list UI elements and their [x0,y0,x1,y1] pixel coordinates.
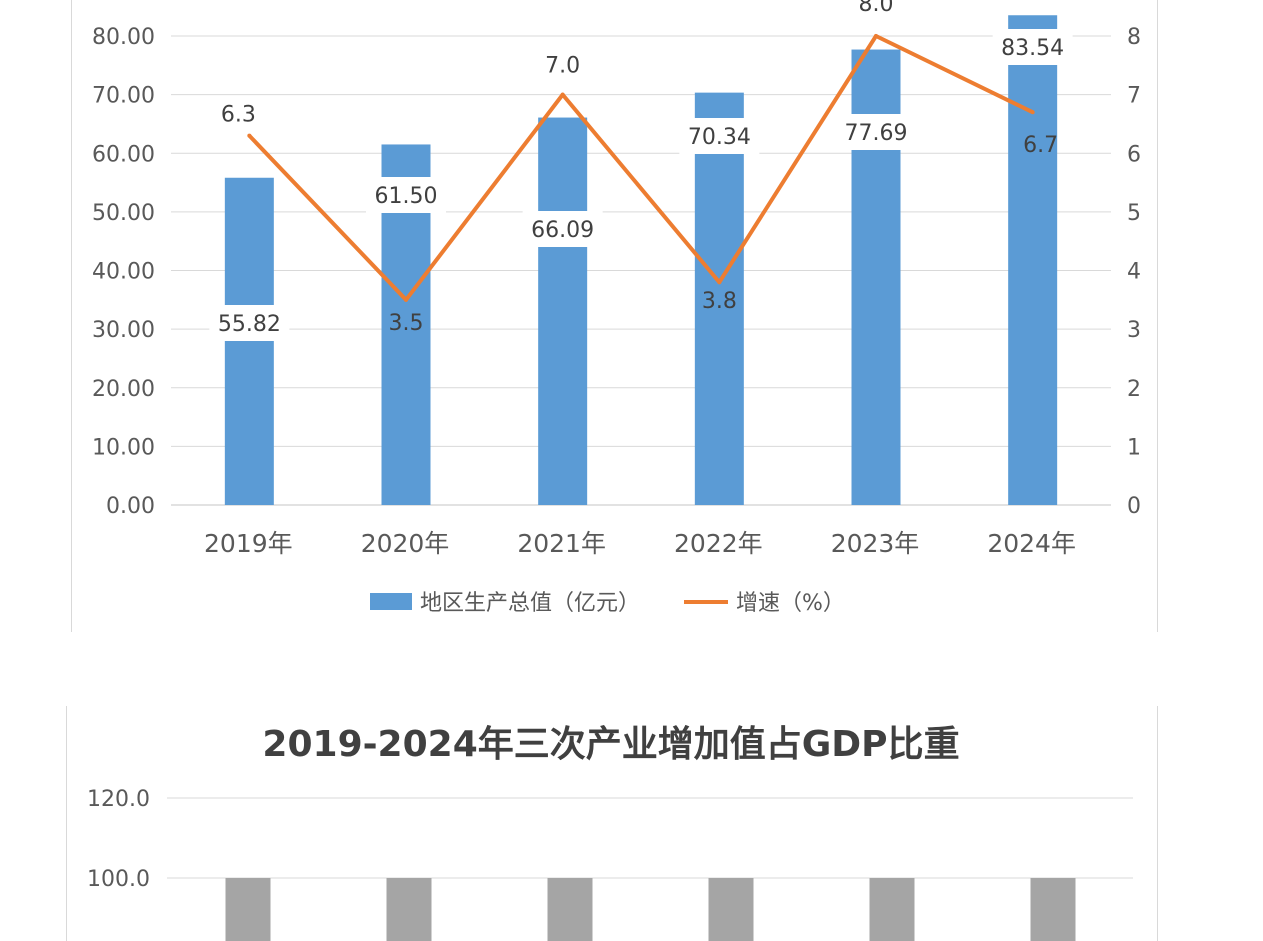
chart2-bar [547,878,593,941]
y-left-tick: 0.00 [106,494,155,519]
line-data-label: 3.5 [389,311,424,336]
legend-label-line: 增速（%） [736,591,845,616]
bar-data-label: 77.69 [845,121,908,146]
growth-point [247,133,252,138]
y-left-tick: 20.00 [92,377,155,402]
bar-label-bg [992,29,1073,65]
y-left-tick: 70.00 [92,84,155,109]
chart2-y-tick: 120.0 [87,787,150,812]
chart2-y-tick: 100.0 [87,867,150,892]
bar-data-label: 55.82 [218,312,281,337]
bar-data-label: 61.50 [375,184,438,209]
line-data-label: 6.3 [221,103,256,128]
y-right-tick: 6 [1127,142,1141,167]
legend-swatch-bar [370,593,412,610]
x-tick-label: 2023年 [831,529,920,558]
bar [1008,15,1058,505]
y-right-tick: 0 [1127,494,1141,519]
line-data-label: 8.0 [859,0,894,17]
y-right-tick: 1 [1127,435,1141,460]
y-left-tick: 30.00 [92,318,155,343]
y-left-tick: 80.00 [92,25,155,50]
growth-line [247,34,1034,302]
y-left-tick: 40.00 [92,260,155,285]
x-tick-label: 2024年 [987,529,1076,558]
growth-point [560,92,565,97]
bar [538,117,588,506]
bar-data-label: 83.54 [1001,36,1064,61]
chart2-bar [869,878,915,941]
chart2-bar [386,878,432,941]
y-left-tick: 60.00 [92,142,155,167]
bar-label-bg [836,114,916,150]
bar-label-bg [679,118,760,154]
legend-label-bar: 地区生产总值（亿元） [420,591,640,616]
growth-point [717,280,722,285]
line-data-label: 3.8 [702,289,737,314]
bar-data-label: 66.09 [531,218,594,243]
y-right-tick: 5 [1127,201,1141,226]
y-right-tick: 2 [1127,377,1141,402]
y-left-tick: 10.00 [92,435,155,460]
x-tick-label: 2022年 [674,529,763,558]
x-tick-label: 2021年 [517,529,606,558]
y-right-tick: 3 [1127,318,1141,343]
x-tick-label: 2019年 [204,529,293,558]
y-right-tick: 8 [1127,25,1141,50]
growth-point [404,297,408,302]
bar-label-bg [209,305,290,341]
line-data-label: 7.0 [545,54,580,79]
chart1-left-border [71,0,72,632]
chart2-left-border [66,706,67,941]
y-left-tick: 50.00 [92,201,155,226]
bar [694,92,744,506]
chart2-bar [1030,878,1076,941]
y-right-tick: 4 [1127,260,1141,285]
bar-label-bg [522,211,603,247]
growth-point [874,34,878,38]
chart2-bar [708,878,754,941]
line-data-label: 6.7 [1023,133,1058,158]
bar [224,177,274,505]
y-right-tick: 7 [1127,84,1141,109]
chart1-right-border [1157,0,1158,632]
chart2-title: 2019-2024年三次产业增加值占GDP比重 [262,724,959,765]
growth-point [1030,110,1035,115]
bar-data-label: 70.34 [688,125,751,150]
chart2-bar [225,878,271,941]
chart2-right-border [1157,706,1158,941]
bar-label-bg [366,177,446,213]
x-tick-label: 2020年 [361,529,450,558]
